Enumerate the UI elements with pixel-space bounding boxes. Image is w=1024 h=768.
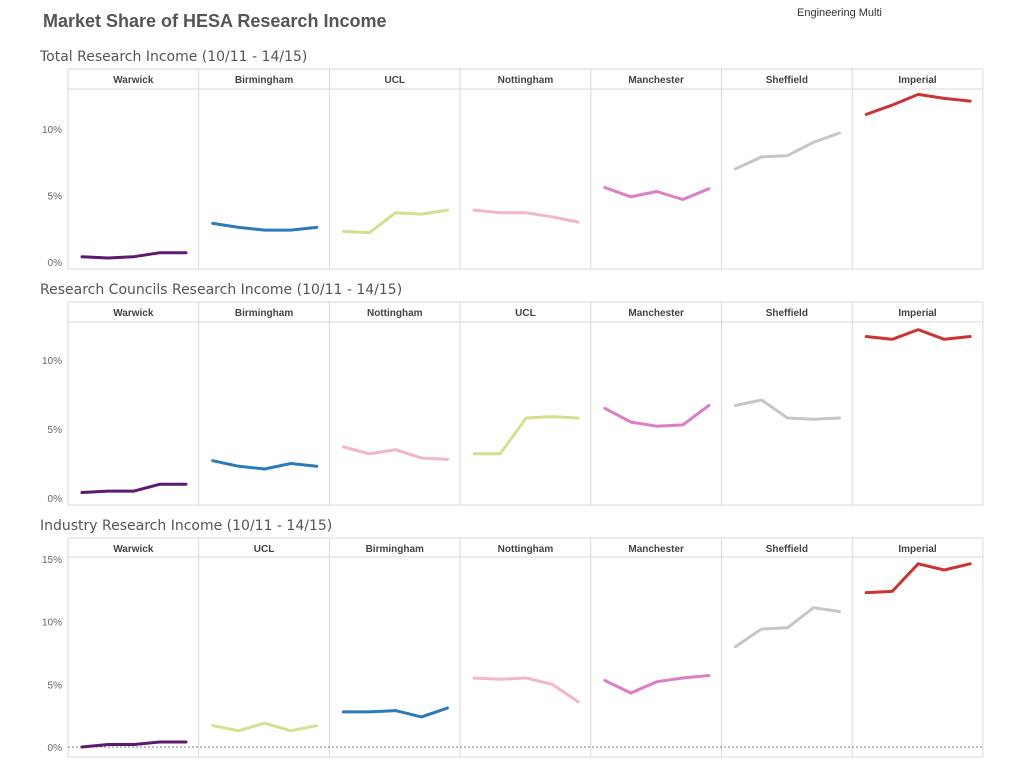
y-tick-label: 0% [48,258,63,269]
series-line-manchester [603,404,711,428]
section-title: Total Research Income (10/11 - 14/15) [39,49,307,65]
panel-header-imperial: Imperial [898,75,937,86]
panel-header-warwick: Warwick [113,308,154,319]
series-line-nottingham [472,208,580,224]
panel-header-sheffield: Sheffield [766,308,808,319]
series-line-warwick [80,740,188,749]
panel-header-manchester: Manchester [628,308,684,319]
series-line-sheffield [734,131,841,171]
series-line-manchester [603,674,711,695]
y-tick-label: 0% [48,743,63,754]
series-line-warwick [80,251,188,260]
series-line-manchester [603,186,711,201]
panel-header-nottingham: Nottingham [367,308,423,319]
y-tick-label: 10% [42,125,62,136]
y-tick-label: 5% [48,192,63,203]
chart-section-1: Total Research Income (10/11 - 14/15) 0% 5… [39,49,984,270]
section-title: Industry Research Income (10/11 - 14/15) [40,518,332,534]
panel-header-nottingham: Nottingham [498,544,554,555]
y-tick-label: 0% [48,494,63,505]
series-line-ucl [211,721,319,733]
series-line-birmingham [211,221,319,232]
panel-header-birmingham: Birmingham [366,544,424,555]
series-line-sheffield [734,398,841,421]
series-line-sheffield [734,606,841,649]
discipline-filter-label[interactable]: Engineering Multi [797,7,882,19]
panel-header-imperial: Imperial [898,308,937,319]
y-tick-label: 5% [48,425,63,436]
panel-header-ucl: UCL [384,75,405,86]
series-line-imperial [864,562,972,595]
page-title: Market Share of HESA Research Income [43,11,387,31]
series-line-imperial [864,92,972,116]
panel-header-manchester: Manchester [628,75,684,86]
series-line-ucl [472,415,580,456]
series-line-imperial [864,328,972,341]
y-tick-label: 15% [42,555,62,566]
series-line-warwick [80,482,188,494]
chart-section-2: Research Councils Research Income (10/11… [40,282,984,506]
panel-header-ucl: UCL [254,544,275,555]
panel-header-birmingham: Birmingham [235,75,293,86]
panel-header-warwick: Warwick [113,544,154,555]
panel-header-ucl: UCL [515,308,536,319]
series-line-nottingham [341,445,449,461]
panel-header-sheffield: Sheffield [766,544,808,555]
panel-header-warwick: Warwick [113,75,154,86]
series-line-birmingham [211,459,319,471]
y-tick-label: 10% [42,356,62,367]
panel-header-imperial: Imperial [898,544,937,555]
panel-header-sheffield: Sheffield [766,75,808,86]
series-line-ucl [341,208,449,235]
chart-section-3: Industry Research Income (10/11 - 14/15)… [40,518,984,758]
series-line-nottingham [472,676,580,704]
panel-header-birmingham: Birmingham [235,308,293,319]
panel-header-nottingham: Nottingham [498,75,554,86]
section-title: Research Councils Research Income (10/11… [40,282,402,298]
panel-header-manchester: Manchester [628,544,684,555]
series-line-birmingham [341,706,449,719]
y-tick-label: 10% [42,618,62,629]
y-tick-label: 5% [48,680,63,691]
